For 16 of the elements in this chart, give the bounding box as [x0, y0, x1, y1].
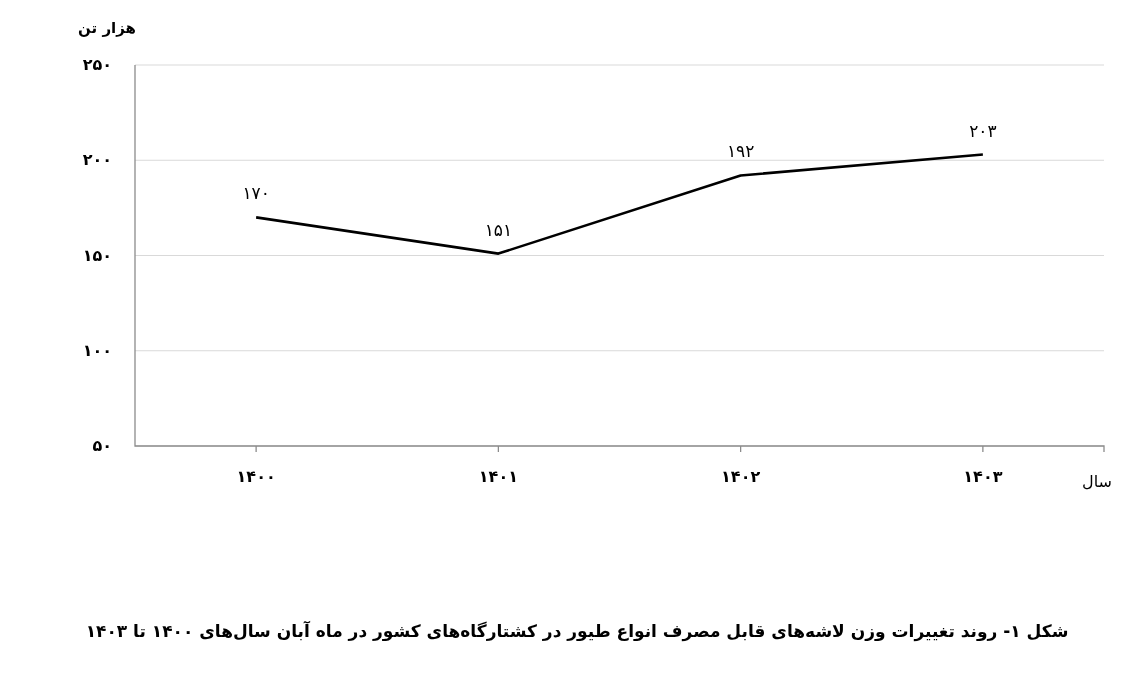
y-axis-title: هزار تن: [78, 19, 136, 37]
x-tick-label: ۱۴۰۰: [236, 467, 276, 486]
data-label: ۱۹۲: [726, 141, 755, 162]
y-tick-label: ۱۰۰: [82, 340, 112, 360]
y-tick-label: ۵۰: [92, 436, 112, 455]
x-tick-label: ۱۴۰۲: [721, 467, 761, 486]
data-label: ۱۵۱: [484, 219, 513, 240]
y-tick-label: ۲۵۰: [82, 55, 112, 74]
data-label: ۲۰۳: [969, 120, 997, 141]
text: شکل ۱- روند تغییرات وزن لاشه‌های قابل مصرف انواع طیور در کشتارگاه‌های کشور در ماه آبان سال‌های ۱۴۰۰ تا ۱۴۰۳: [85, 620, 1069, 642]
y-tick-label: ۱۵۰: [82, 245, 112, 265]
x-axis-title: سال: [1082, 472, 1112, 491]
data-label: ۱۷۰: [242, 183, 270, 204]
y-tick-label: ۲۰۰: [82, 150, 112, 170]
x-tick-label: ۱۴۰۱: [478, 467, 518, 486]
x-tick-label: ۱۴۰۳: [963, 467, 1003, 486]
